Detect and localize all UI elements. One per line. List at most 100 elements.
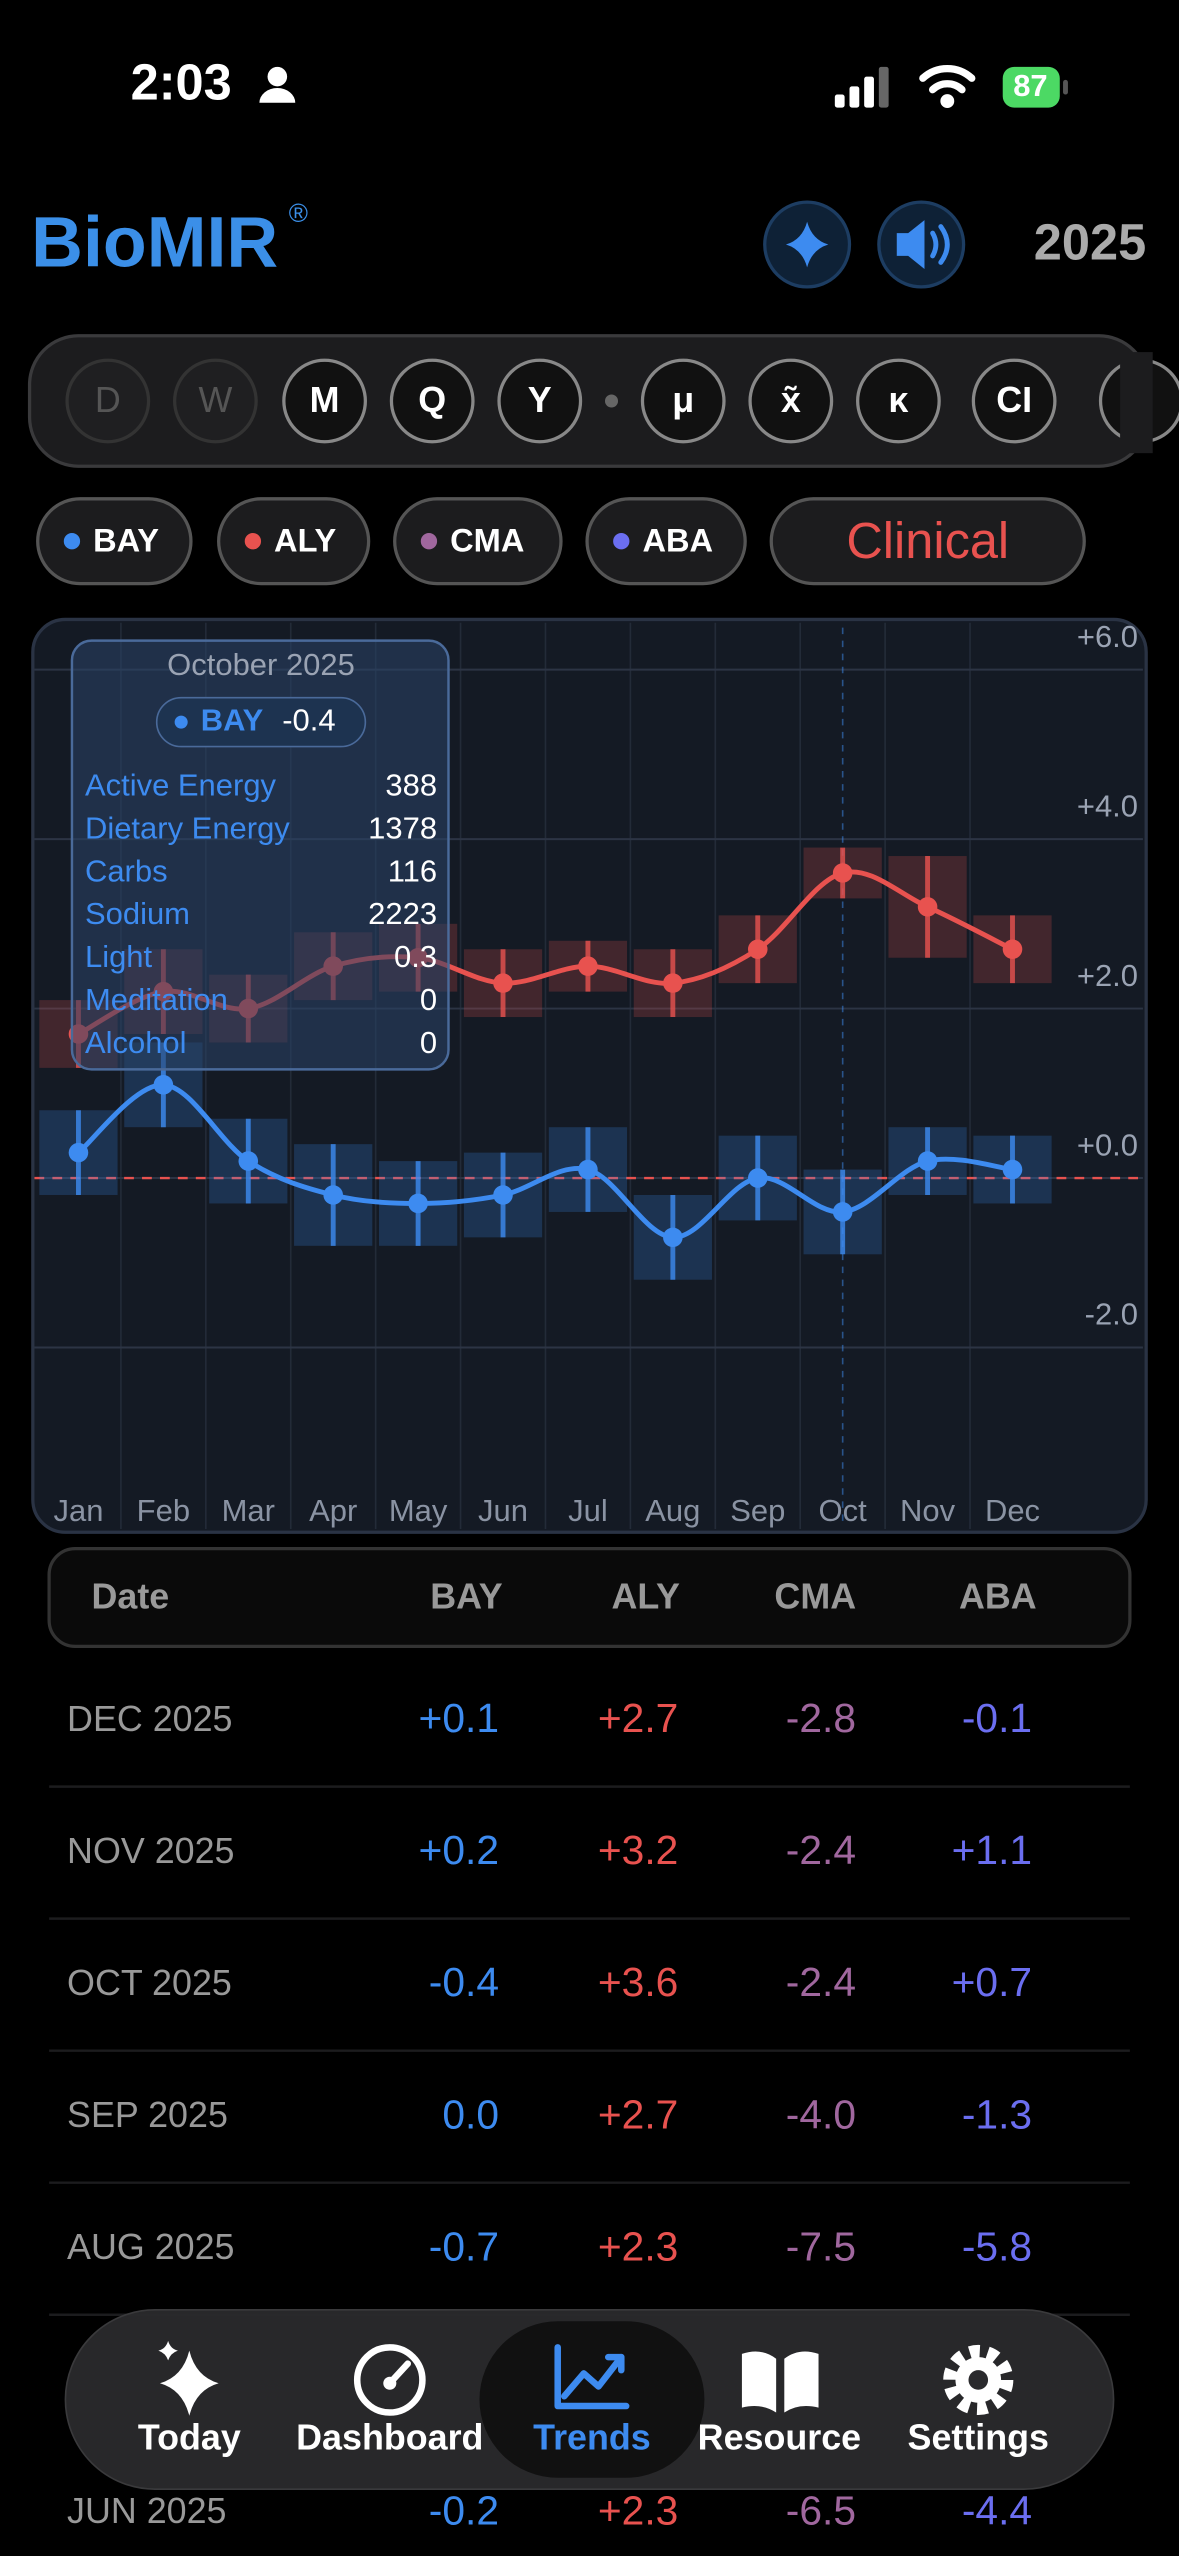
period-button[interactable] bbox=[497, 358, 583, 444]
series-pill[interactable] bbox=[585, 497, 747, 586]
data-point bbox=[323, 1185, 343, 1205]
data-point bbox=[917, 897, 938, 917]
year[interactable]: 2025 bbox=[1034, 213, 1146, 270]
table-cell: AUG 2025 bbox=[67, 2227, 234, 2267]
tooltip-metric: Sodium bbox=[85, 896, 190, 931]
table-cell: +3.6 bbox=[598, 1959, 678, 2005]
table-cell: -2.4 bbox=[786, 1959, 856, 2005]
period-button[interactable] bbox=[65, 358, 151, 444]
x-tick-label: Sep bbox=[730, 1493, 785, 1528]
clinical-pill[interactable] bbox=[769, 497, 1086, 586]
data-point bbox=[747, 939, 768, 960]
data-point bbox=[408, 1193, 428, 1214]
data-point bbox=[238, 1151, 259, 1171]
data-point bbox=[1002, 1159, 1023, 1180]
tab-label[interactable]: Resource bbox=[698, 2418, 861, 2458]
clinical-label[interactable]: Clinical bbox=[846, 512, 1009, 569]
tooltip-series-pill bbox=[155, 696, 367, 748]
series-pill[interactable] bbox=[36, 497, 193, 586]
table-cell: NOV 2025 bbox=[67, 1831, 234, 1871]
table-cell: -7.5 bbox=[786, 2223, 856, 2269]
battery-tip bbox=[1063, 79, 1068, 95]
data-point bbox=[578, 1159, 598, 1180]
data-point bbox=[832, 863, 853, 883]
series-pill-label[interactable]: CMA bbox=[450, 521, 524, 558]
tab-label[interactable]: Dashboard bbox=[296, 2418, 483, 2458]
separator-dot bbox=[604, 394, 619, 408]
period-button[interactable] bbox=[856, 358, 941, 444]
tooltip bbox=[70, 639, 450, 1071]
series-pill-label[interactable]: ABA bbox=[642, 521, 713, 558]
table-cell: +0.1 bbox=[419, 1695, 499, 1741]
period-label[interactable]: W bbox=[198, 380, 232, 420]
tab-label[interactable]: Today bbox=[138, 2418, 241, 2458]
table-cell: +0.7 bbox=[952, 1959, 1032, 2005]
data-point bbox=[153, 1075, 174, 1095]
trends-icon bbox=[554, 2344, 630, 2410]
y-tick-label: -2.0 bbox=[1085, 1297, 1138, 1332]
period-button[interactable] bbox=[971, 358, 1057, 444]
period-button[interactable] bbox=[748, 358, 834, 444]
x-tick-label: Nov bbox=[900, 1493, 956, 1528]
period-label[interactable]: μ bbox=[672, 380, 694, 420]
period-label[interactable]: Q bbox=[418, 380, 446, 420]
period-label[interactable]: CI bbox=[996, 380, 1032, 420]
table-cell: +2.7 bbox=[598, 2091, 678, 2137]
y-tick-label: +4.0 bbox=[1077, 788, 1138, 823]
table-cell: -0.2 bbox=[429, 2487, 499, 2533]
series-dot bbox=[420, 533, 438, 550]
x-tick-label: May bbox=[389, 1493, 448, 1528]
period-button[interactable] bbox=[173, 358, 258, 444]
tooltip-metric: Active Energy bbox=[85, 768, 277, 803]
clock: 2:03 bbox=[131, 54, 232, 111]
table-cell: -2.4 bbox=[786, 1827, 856, 1873]
x-tick-label: Dec bbox=[985, 1493, 1040, 1528]
series-pill-label[interactable]: ALY bbox=[274, 521, 336, 558]
table-cell: DEC 2025 bbox=[67, 1699, 232, 1739]
series-pill[interactable] bbox=[393, 497, 563, 586]
period-label[interactable]: Y bbox=[528, 380, 552, 420]
table-cell: -2.8 bbox=[786, 1695, 856, 1741]
table-header-cell: CMA bbox=[774, 1577, 856, 1617]
tooltip-title: October 2025 bbox=[167, 647, 355, 682]
tooltip-metric-value: 0 bbox=[420, 982, 437, 1017]
tooltip-metric-value: 116 bbox=[388, 853, 437, 888]
tooltip-metric-value: 1378 bbox=[368, 810, 437, 845]
tooltip-metric-value: 0.3 bbox=[394, 939, 437, 974]
signal-icon bbox=[834, 66, 889, 108]
table-cell: +2.7 bbox=[598, 1695, 678, 1741]
table-cell: -0.1 bbox=[962, 1695, 1032, 1741]
tab-label[interactable]: Trends bbox=[533, 2418, 651, 2458]
x-tick-label: Jan bbox=[53, 1493, 103, 1528]
period-label[interactable]: x̃ bbox=[781, 380, 801, 420]
period-button[interactable] bbox=[640, 358, 726, 444]
tooltip-metric-value: 388 bbox=[385, 768, 437, 803]
period-label[interactable]: κ bbox=[888, 380, 908, 420]
period-button[interactable] bbox=[389, 358, 475, 444]
x-tick-label: Oct bbox=[819, 1493, 868, 1528]
y-tick-label: +6.0 bbox=[1077, 619, 1138, 654]
table-cell: -0.7 bbox=[429, 2223, 499, 2269]
tooltip-metric-value: 2223 bbox=[368, 896, 437, 931]
sound-button[interactable] bbox=[877, 200, 966, 289]
table-cell: -5.8 bbox=[962, 2223, 1032, 2269]
data-point bbox=[663, 973, 683, 993]
table-header-cell: ALY bbox=[612, 1577, 681, 1617]
tab-label[interactable]: Settings bbox=[908, 2418, 1049, 2458]
series-pill[interactable] bbox=[217, 497, 371, 586]
period-button[interactable] bbox=[282, 358, 367, 444]
tooltip-metric: Dietary Energy bbox=[85, 810, 290, 845]
series-dot bbox=[244, 533, 262, 550]
sparkle-button[interactable] bbox=[763, 200, 852, 289]
table-cell: +2.3 bbox=[598, 2223, 678, 2269]
table-header bbox=[47, 1546, 1132, 1649]
table-cell: +0.2 bbox=[419, 1827, 499, 1873]
data-point bbox=[1002, 939, 1023, 960]
period-label[interactable]: M bbox=[310, 380, 340, 420]
table-cell: OCT 2025 bbox=[67, 1963, 232, 2003]
period-label[interactable]: D bbox=[95, 380, 121, 420]
series-pill-label[interactable]: BAY bbox=[93, 521, 159, 558]
table-cell: +2.3 bbox=[598, 2487, 678, 2533]
